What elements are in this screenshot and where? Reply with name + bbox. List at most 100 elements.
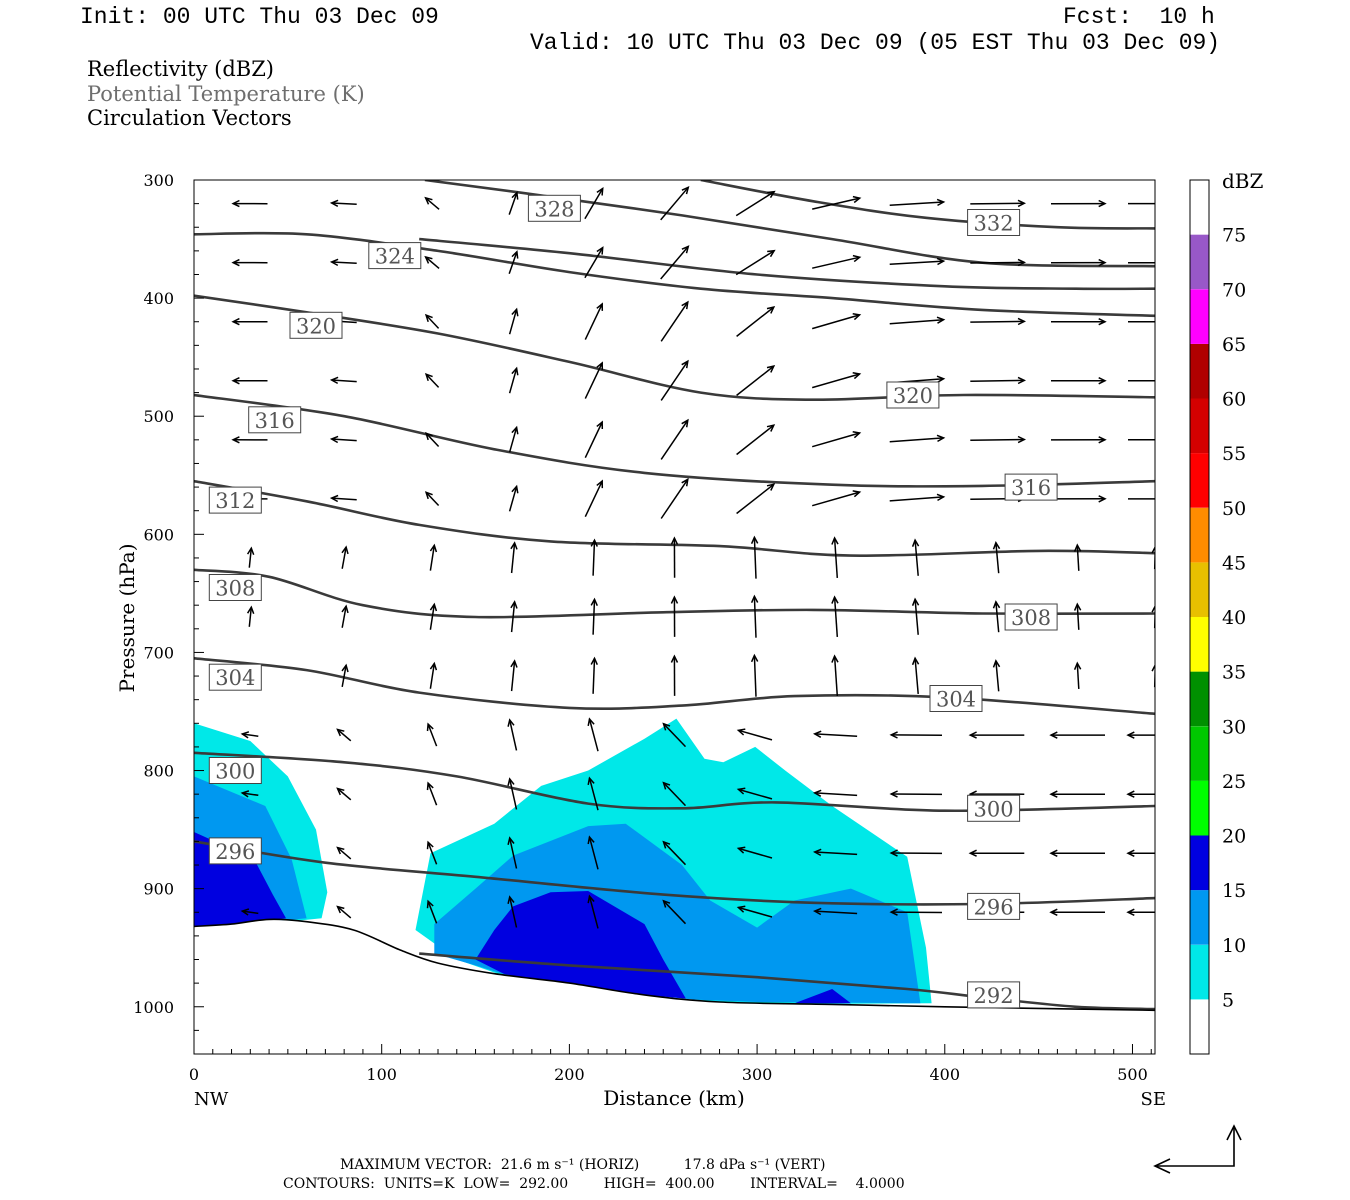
circulation-vector [1073, 602, 1082, 630]
circulation-vector [341, 545, 349, 569]
svg-text:296: 296 [974, 895, 1014, 919]
colorbar-tick-label: 50 [1222, 498, 1246, 520]
circulation-vector [992, 659, 1001, 692]
circulation-vector [736, 483, 776, 515]
theta-contour-324b [419, 237, 1155, 291]
circulation-vector [812, 789, 858, 797]
circulation-vector [510, 541, 518, 574]
circulation-vector [889, 908, 943, 916]
circulation-vector [426, 722, 438, 747]
circulation-vector [590, 538, 598, 576]
contour-label: 312 [208, 486, 262, 514]
circulation-vector [736, 424, 776, 456]
contour-label: 316 [248, 406, 302, 434]
colorbar-swatch [1190, 835, 1209, 891]
circulation-vector [736, 365, 776, 396]
circulation-vector [750, 594, 759, 638]
contour-label: 320 [886, 381, 940, 409]
colorbar-swatch [1190, 780, 1209, 836]
circulation-vector [1049, 849, 1105, 857]
contour-label: 296 [967, 892, 1021, 920]
colorbar-tick-label: 65 [1222, 334, 1246, 356]
circulation-vector [508, 307, 519, 335]
circulation-vector [329, 494, 357, 503]
circulation-vector [1073, 661, 1082, 689]
colorbar-tick-label: 30 [1222, 716, 1246, 738]
field-theta: Potential Temperature (K) [87, 82, 365, 106]
circulation-vector [831, 536, 839, 578]
circulation-vector [424, 313, 440, 329]
y-tick-label: 800 [143, 762, 174, 781]
circulation-vector [507, 777, 518, 810]
colorbar-frame [1189, 179, 1210, 1055]
y-tick-label: 600 [143, 525, 174, 544]
circulation-vector [336, 905, 352, 919]
svg-text:296: 296 [215, 840, 255, 864]
circulation-vector [510, 659, 518, 692]
svg-text:320: 320 [296, 314, 336, 338]
circulation-vector [1128, 498, 1155, 500]
x-tick-label: 100 [366, 1065, 397, 1084]
circulation-vector [889, 493, 946, 502]
colorbar-swatch [1190, 180, 1209, 235]
x-axis-label: Distance (km) [603, 1086, 745, 1110]
circulation-vector [736, 728, 773, 741]
init-time: Init: 00 UTC Thu 03 Dec 09 [80, 4, 439, 30]
colorbar-swatch [1190, 671, 1209, 727]
svg-text:320: 320 [893, 384, 933, 408]
theta-contour-292 [419, 952, 1155, 1011]
circulation-vector [736, 905, 773, 918]
colorbar-tick-label: 60 [1222, 389, 1246, 411]
circulation-vector [1050, 436, 1107, 444]
circulation-vector [911, 538, 920, 576]
circulation-vector [590, 597, 598, 635]
contour-label: 300 [208, 757, 262, 784]
circulation-vector [424, 255, 440, 269]
circulation-vector [660, 185, 690, 221]
colorbar-swatch [1190, 999, 1209, 1054]
circulation-vector [970, 435, 1027, 444]
theta-contour-308 [194, 568, 1155, 619]
circulation-vector [240, 790, 259, 798]
colorbar-tick-label: 20 [1222, 826, 1246, 848]
circulation-vector [341, 663, 349, 688]
circulation-vector [889, 434, 946, 443]
colorbar-tick-label: 40 [1222, 607, 1246, 629]
circulation-vector [968, 849, 1025, 857]
contour-label: 328 [527, 194, 581, 222]
circulation-vector [1050, 495, 1107, 503]
circulation-vector [670, 595, 679, 637]
circulation-vector [231, 317, 268, 326]
circulation-vector [429, 602, 438, 630]
colorbar-tick-label: 70 [1222, 279, 1246, 301]
x-end-right-label: SE [1141, 1089, 1166, 1110]
circulation-vector [735, 249, 776, 276]
contour-label: 332 [967, 209, 1021, 236]
contour-label: 324 [368, 242, 422, 270]
contour-info: CONTOURS: UNITS=K LOW= 292.00 HIGH= 400.… [283, 1176, 905, 1192]
theta-contour-336 [700, 180, 1155, 230]
circulation-vector [231, 258, 268, 267]
y-tick-label: 700 [143, 643, 174, 662]
colorbar-swatch [1190, 890, 1209, 945]
circulation-vector [1049, 731, 1105, 739]
circulation-vector [584, 187, 604, 220]
terrain-mask [194, 919, 1155, 1054]
colorbar-swatch [1190, 453, 1209, 508]
colorbar-tick-label: 35 [1222, 662, 1246, 684]
contour-label: 320 [289, 311, 343, 339]
circulation-vector [660, 477, 689, 519]
plot-frame [193, 179, 1156, 1055]
svg-text:308: 308 [1011, 606, 1051, 630]
circulation-vector [970, 376, 1027, 385]
circulation-vector [889, 316, 946, 325]
circulation-vector [811, 431, 862, 448]
x-tick-label: 500 [1117, 1065, 1148, 1084]
circulation-vector [812, 907, 858, 916]
circulation-vector [587, 835, 599, 870]
colorbar-tick-label: 10 [1222, 935, 1246, 957]
circulation-vector [429, 661, 438, 689]
circulation-vector [1049, 790, 1105, 798]
circulation-vector [424, 491, 440, 507]
circulation-vector [231, 199, 268, 208]
